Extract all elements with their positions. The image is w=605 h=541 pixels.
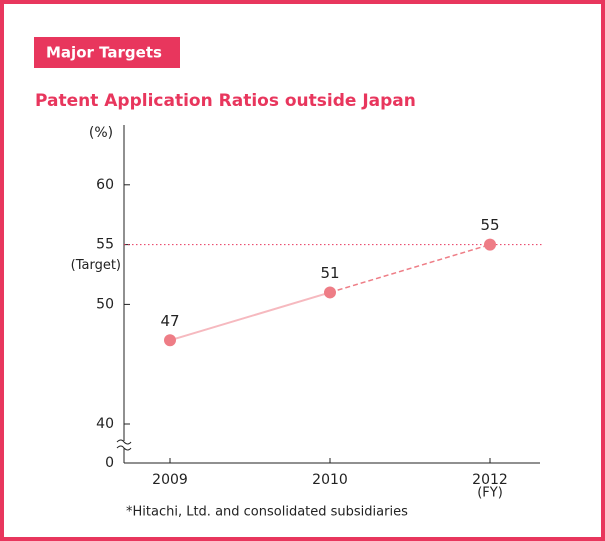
target-label: (Target): [71, 258, 121, 273]
data-point: [164, 334, 176, 347]
y-axis-label: (%): [89, 125, 113, 141]
header-box: [34, 37, 180, 68]
axis-break: [116, 439, 132, 445]
data-label: 47: [160, 312, 179, 330]
data-label: 55: [480, 216, 499, 234]
x-tick-label: 2012: [472, 472, 508, 488]
x-tick-label: 2010: [312, 472, 348, 488]
y-tick-label: 55: [96, 237, 114, 253]
data-point: [324, 286, 336, 299]
axis-break-gap: [118, 441, 130, 448]
axis-break: [116, 445, 132, 451]
y-tick-label: 50: [96, 296, 114, 312]
line-segment-dashed: [329, 243, 491, 294]
header-label: Major Targets: [46, 44, 162, 62]
x-axis-label: (FY): [477, 486, 503, 501]
y-tick-label: 40: [96, 416, 114, 432]
data-point: [484, 238, 496, 251]
footnote: *Hitachi, Ltd. and consolidated subsidia…: [126, 505, 408, 520]
chart-title: Patent Application Ratios outside Japan: [35, 91, 416, 111]
line-segment: [169, 291, 331, 342]
y-tick-label: 0: [105, 455, 114, 471]
x-tick-label: 2009: [152, 472, 188, 488]
data-label: 51: [320, 264, 339, 282]
y-tick-label: 60: [96, 177, 114, 193]
